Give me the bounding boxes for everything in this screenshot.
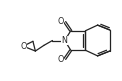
Text: O: O <box>21 42 27 51</box>
Text: N: N <box>62 36 68 45</box>
Text: O: O <box>57 17 64 26</box>
Text: O: O <box>57 55 64 64</box>
